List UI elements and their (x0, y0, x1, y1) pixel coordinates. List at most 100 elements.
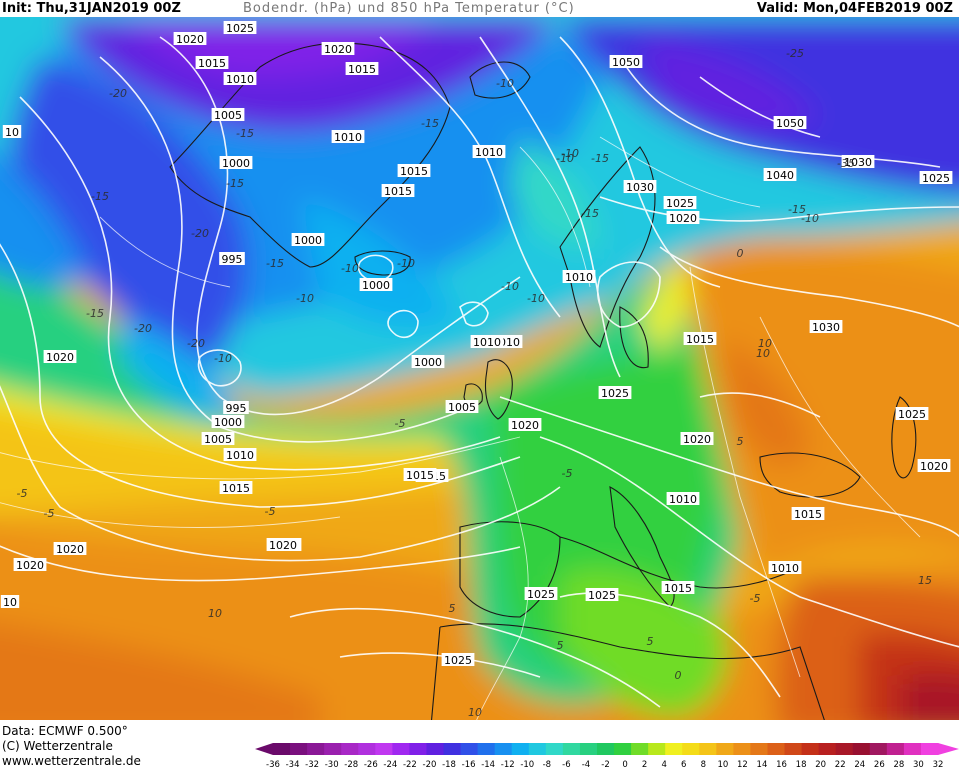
temperature-label: 5 (647, 635, 654, 648)
scale-color-cell (886, 743, 905, 755)
scale-color-cell (443, 743, 462, 755)
isobar-label: 1015 (791, 507, 825, 521)
isobar-label-text: 1005 (214, 109, 242, 122)
scale-color-cell (562, 743, 581, 755)
isobar-label-box (683, 332, 717, 345)
scale-color-cell (920, 743, 939, 755)
isobar-label: 1010 (223, 72, 257, 86)
isobar-label: 1020 (680, 432, 714, 446)
scale-color-cell (596, 743, 615, 755)
isobar-label-text: 1020 (46, 351, 74, 364)
temperature-label: -10 (561, 147, 579, 160)
scale-tick-label: 26 (874, 760, 885, 770)
scale-tick-labels: -36 -34 -32 -30 -28 -26 -24 -22 -20 -18 -16 -14 -12-… (266, 760, 943, 770)
isobar-label-box (219, 252, 245, 265)
scale-color-cell (665, 743, 683, 755)
scale-color-cell (409, 743, 427, 755)
temperature-label: 0 (737, 247, 744, 260)
isobar-label-text: 1020 (324, 43, 352, 56)
isobar-label-box (470, 335, 504, 348)
scale-color-cell (579, 743, 598, 755)
isobar-label-text: 1005 (448, 401, 476, 414)
isobar-label-box (43, 350, 77, 363)
isobar-label-text: 1010 (226, 449, 254, 462)
isobar-label: 1020 (266, 538, 300, 552)
isobar-label: 1000 (291, 233, 325, 247)
isobar-label: 1015 (381, 184, 415, 198)
scale-color-bar (255, 743, 959, 755)
isobar-label-text: 1040 (766, 169, 794, 182)
scale-tick-label: -36 (266, 760, 280, 770)
temperature-label: -5 (562, 467, 573, 480)
scale-tick-label: -30 (325, 760, 339, 770)
isobar-label-box (508, 418, 542, 431)
isobar-label: 1010 (562, 270, 596, 284)
isobar-label: 1010 (223, 448, 257, 462)
isobar-label: 995 (219, 252, 245, 266)
isobar-label-box (841, 155, 875, 168)
scale-color-cell (358, 743, 376, 755)
isobar-label-text: 1050 (776, 117, 804, 130)
isobar-label: 1020 (173, 32, 207, 46)
isobar-label: 1025 (663, 196, 697, 210)
temperature-labels: -20-15-15-20-15 -10-15-10-15-20-25-10-10-… (17, 47, 932, 719)
temperature-label: -10 (296, 292, 314, 305)
scale-color-cell (528, 743, 547, 755)
temperature-label: 10 (208, 607, 222, 620)
isobar-label-text: 1020 (669, 212, 697, 225)
temperature-label: 15 (918, 574, 932, 587)
isobar-label-text: 1015 (686, 333, 714, 346)
isobar-label: 1000 (211, 415, 245, 429)
temperature-color-scale: -36 -34 -32 -30 -28 -26 -24 -22 -20 -18 -16 -14 -12-… (255, 743, 959, 770)
scale-tick-label: -22 (403, 760, 417, 770)
temperature-label: -15 (86, 307, 104, 320)
scale-tick-label: -4 (582, 760, 590, 770)
isobar-label: 1015 (195, 56, 229, 70)
temperature-label: -15 (591, 152, 609, 165)
isobar-label: 1025 (919, 171, 953, 185)
isobar-label-box (441, 653, 475, 666)
isobar-label-box (623, 180, 657, 193)
temperature-label: -15 (236, 127, 254, 140)
scale-tick-label: 22 (835, 760, 846, 770)
isobar-label-text: 1010 (334, 131, 362, 144)
isobar-label: 1015 (345, 62, 379, 76)
isobar-label-box (895, 407, 929, 420)
scale-color-cell (426, 743, 445, 755)
scale-tick-label: 32 (933, 760, 944, 770)
isobar-label: 1030 (841, 155, 875, 169)
scale-color-cell (494, 743, 513, 755)
scale-color-cell (375, 743, 393, 755)
isobar-label-box (13, 558, 47, 571)
isobar-label: 10 (2, 125, 22, 139)
isobar-label-box (472, 145, 506, 158)
scale-tick-label: 18 (796, 760, 807, 770)
scale-color-cell (307, 743, 325, 755)
isobar-label-box (219, 156, 253, 169)
temperature-label: 10 (468, 706, 482, 719)
isobar-label: 1005 (445, 400, 479, 414)
isobar-label-text: 1020 (16, 559, 44, 572)
isobar-label-box (609, 55, 643, 68)
scale-tick-label: -26 (364, 760, 378, 770)
isobar-label-box (2, 125, 22, 138)
scale-color-cell (682, 743, 700, 755)
scale-color-cell (733, 743, 751, 755)
isobar-label-box (809, 320, 843, 333)
scale-tick-label: -16 (462, 760, 476, 770)
isobar-label-text: 995 (226, 402, 247, 415)
isobar-label-box (773, 116, 807, 129)
isobar-label: 1015 (661, 581, 695, 595)
scale-tick-label: 8 (701, 760, 706, 770)
scale-color-cell (818, 743, 837, 755)
isobar-label-box (331, 130, 365, 143)
isobar-label-box (791, 507, 825, 520)
website-label: www.wetterzentrale.de (2, 754, 141, 768)
scale-tick-label: -24 (383, 760, 397, 770)
scale-tick-label: -14 (481, 760, 495, 770)
isobar-label-text: 1030 (844, 156, 872, 169)
scale-color-cell (614, 743, 632, 755)
temperature-label: -20 (134, 322, 152, 335)
isobar-label: 1025 (441, 653, 475, 667)
isobar-label-box (266, 538, 300, 551)
